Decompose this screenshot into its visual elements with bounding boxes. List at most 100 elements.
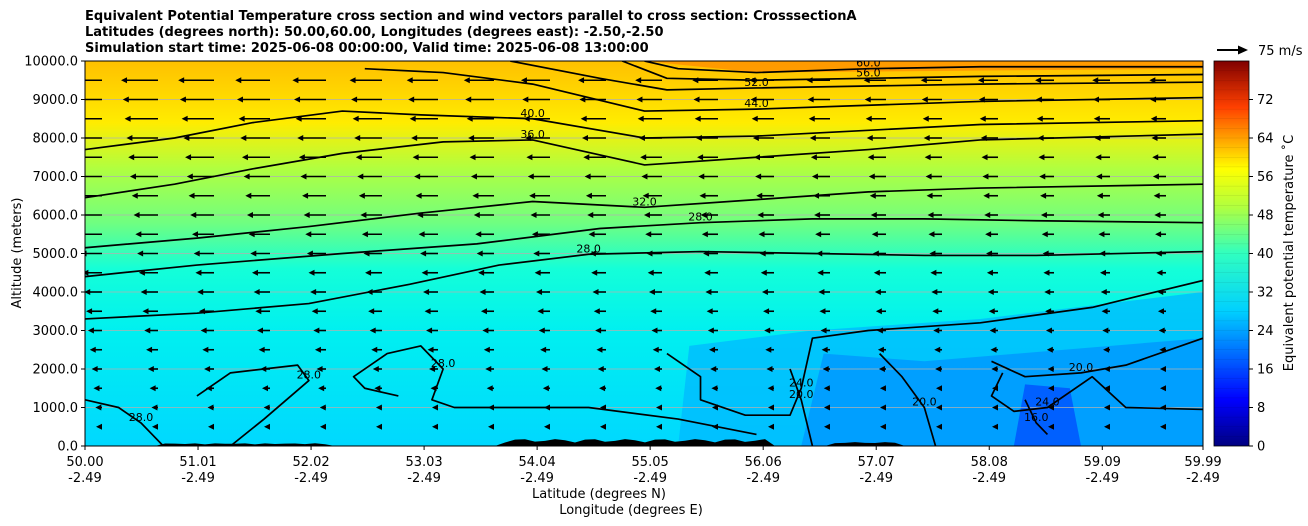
wind-vector (637, 115, 662, 122)
wind-vector (991, 366, 998, 372)
wind-vector-head (811, 173, 818, 180)
wind-vector-head (1152, 173, 1159, 180)
wind-vector-head (585, 192, 592, 199)
wind-vector (152, 423, 158, 430)
wind-vector-head (1155, 231, 1162, 238)
wind-vector (1156, 269, 1166, 276)
wind-vector-head (144, 327, 151, 334)
wind-vector (529, 192, 550, 199)
wind-vector-head (264, 423, 270, 430)
wind-vector (188, 192, 214, 199)
wind-vector-head (121, 77, 128, 84)
x-tick-lon-label: -2.49 (859, 471, 893, 486)
wind-vector-head (578, 77, 585, 84)
wind-vector (352, 115, 382, 122)
wind-vector (144, 327, 158, 334)
wind-vector-head (128, 154, 135, 161)
contour-line (85, 133, 1203, 199)
wind-vector-head (308, 269, 315, 276)
wind-vector (95, 404, 102, 411)
x-tick-lat-label: 52.02 (292, 455, 329, 470)
wind-vector-head (240, 135, 247, 141)
colorbar: 0 8 16 24 32 40 48 56 64 72 (1213, 60, 1274, 455)
wind-vector (414, 173, 438, 180)
wind-vector (1104, 385, 1110, 392)
wind-vector-head (306, 250, 313, 257)
wind-vector-head (711, 385, 718, 392)
wind-vector (351, 96, 382, 103)
wind-vector-head (635, 77, 642, 84)
wind-vector-head (292, 77, 299, 84)
wind-vector (821, 346, 830, 353)
wind-vector-head (533, 250, 540, 257)
wind-vector-head (1043, 269, 1050, 276)
wind-vector-head (1047, 366, 1054, 372)
wind-vector-head (432, 404, 438, 411)
colorbar-tick-label: 0 (1257, 440, 1265, 455)
wind-vector (1095, 154, 1110, 161)
wind-vector (878, 366, 886, 372)
wind-vector-head (879, 385, 886, 392)
wind-vector (480, 308, 494, 315)
wind-vector (1151, 135, 1166, 141)
wind-vector (292, 77, 326, 84)
wind-vector (129, 173, 158, 180)
wind-vector-head (922, 115, 929, 122)
wind-vector-head (709, 346, 716, 353)
wind-vector (472, 192, 494, 199)
wind-vector (418, 231, 438, 238)
wind-vector-head (760, 269, 767, 276)
wind-vector (318, 385, 326, 392)
wind-vector-head (868, 173, 875, 180)
wind-vector-head (583, 154, 590, 161)
wind-vector-head (133, 212, 140, 218)
wind-vector-head (1102, 327, 1109, 334)
wind-vector-head (421, 269, 428, 276)
y-tick-label: 4000.0 (33, 286, 79, 301)
wind-vector-head (1097, 212, 1104, 218)
y-tick-label: 10000.0 (24, 55, 78, 70)
wind-vector-head (1096, 192, 1103, 199)
wind-vector-head (418, 231, 425, 238)
wind-vector (303, 212, 326, 218)
wind-vector (985, 231, 998, 238)
wind-vector-head (648, 289, 655, 295)
wind-vector-head (85, 269, 89, 276)
wind-vector-head (871, 231, 878, 238)
wind-vector (1150, 115, 1166, 122)
wind-vector-head (131, 192, 138, 199)
wind-vector (137, 250, 158, 257)
wind-vector (530, 212, 550, 218)
wind-vector (583, 154, 606, 161)
wind-vector-head (755, 173, 762, 180)
wind-vector-head (1104, 423, 1110, 430)
x-tick-lon-label: -2.49 (972, 471, 1006, 486)
wind-vector-head (246, 212, 253, 218)
wind-vector (261, 385, 270, 392)
wind-vector-head (178, 77, 185, 84)
wind-vector-head (1041, 231, 1048, 238)
wind-vector-head (1157, 308, 1164, 315)
wind-vector (469, 154, 494, 161)
wind-vector-head (928, 231, 935, 238)
wind-vector-head (96, 423, 102, 430)
wind-vector (243, 173, 270, 180)
wind-vector-head (482, 327, 489, 334)
wind-vector-head (936, 404, 942, 411)
wind-vector (520, 77, 550, 84)
wind-vector-head (1098, 231, 1105, 238)
wind-vector (697, 154, 718, 161)
wind-vector (1040, 192, 1054, 199)
wind-vector (1152, 173, 1166, 180)
wind-vector (823, 385, 830, 392)
wind-vector-head (869, 192, 876, 199)
wind-vector-head (537, 308, 544, 315)
wind-vector (376, 423, 382, 430)
wind-vector-head (710, 366, 717, 372)
wind-vector (197, 289, 214, 295)
wind-vector-head (924, 154, 931, 161)
wind-vector-head (468, 135, 475, 141)
wind-vector-head (522, 96, 529, 103)
wind-vector-head (420, 250, 427, 257)
wind-vector-head (819, 308, 826, 315)
